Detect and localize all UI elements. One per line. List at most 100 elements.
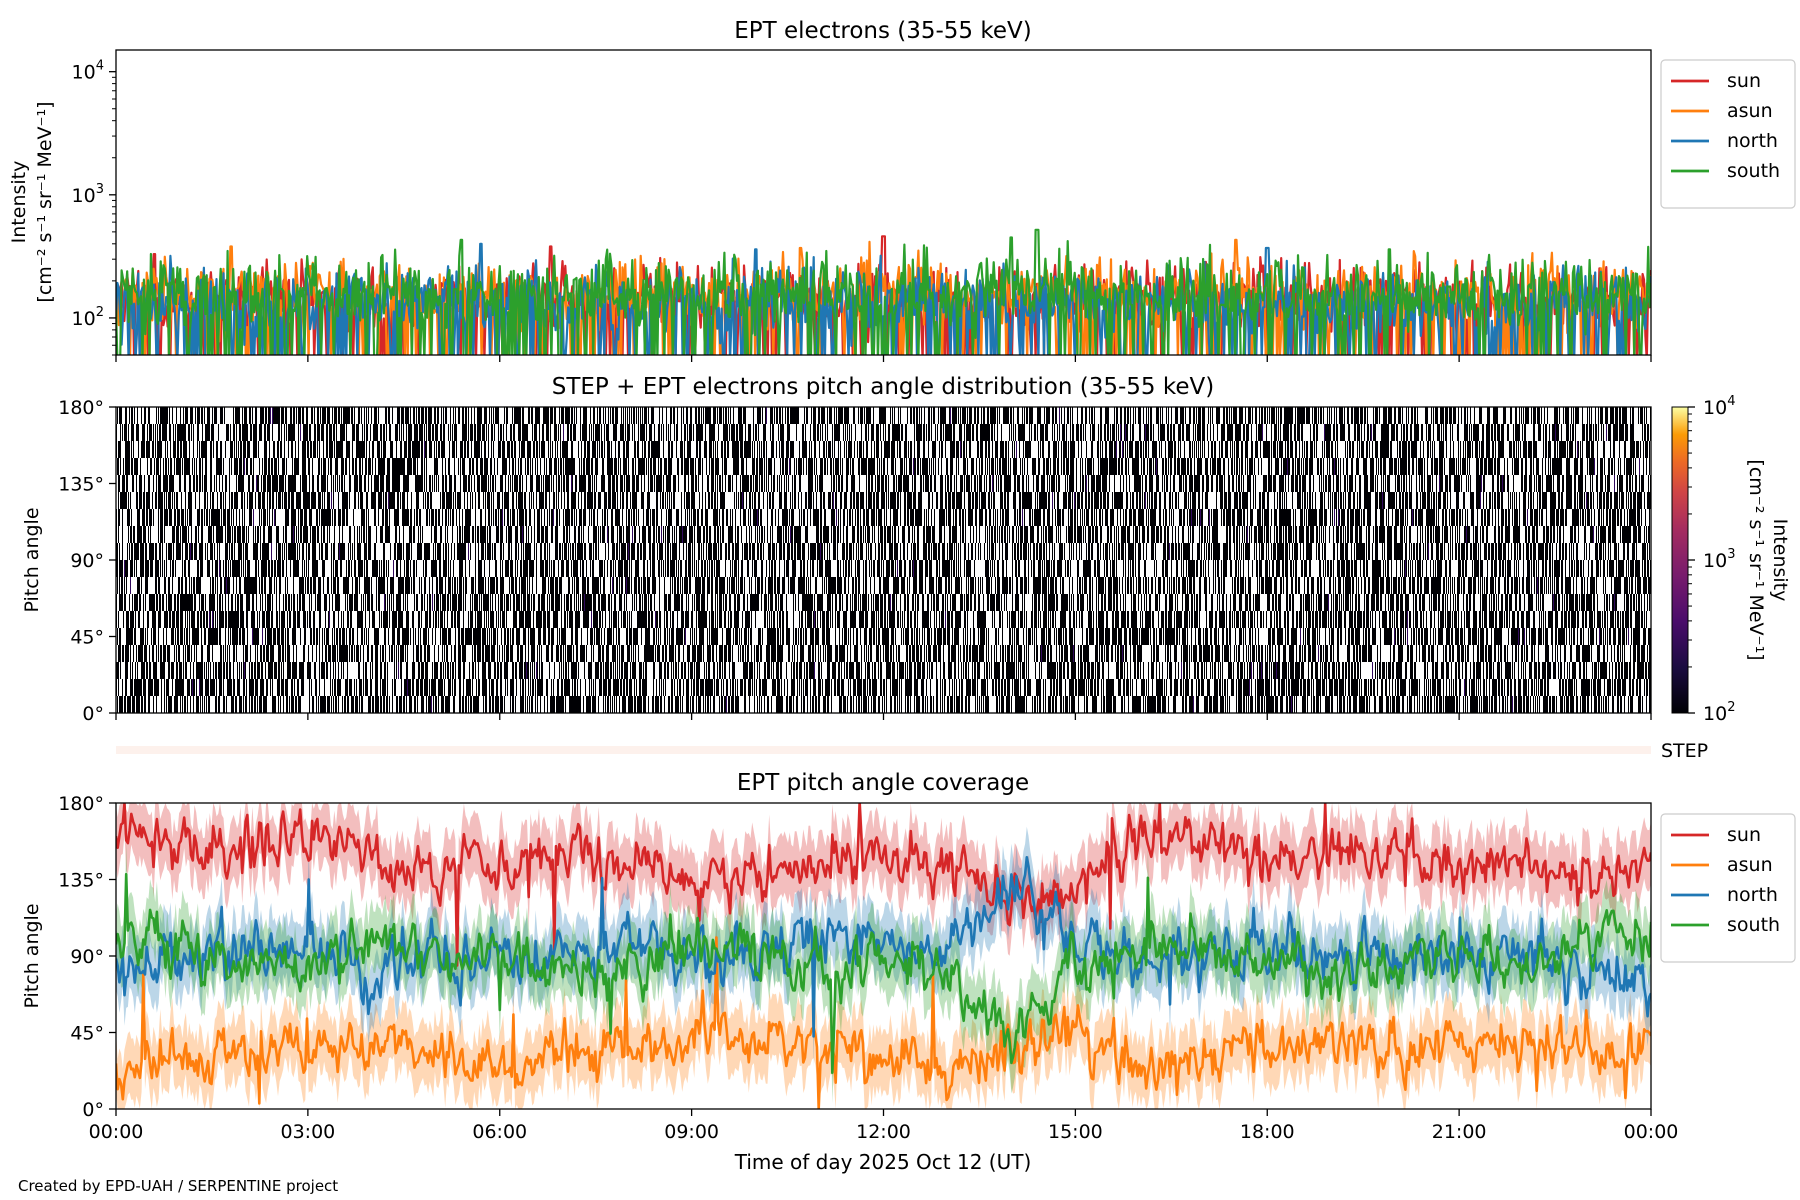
pad-heatmap-bright-cell — [1382, 492, 1383, 509]
coverage-legend-label-sun: sun — [1727, 824, 1761, 846]
pad-panel: STEP + EPT electrons pitch angle distrib… — [21, 374, 1791, 762]
pad-heatmap-bright-cell — [1145, 492, 1146, 509]
pad-heatmap-bright-cell — [226, 577, 227, 594]
pad-heatmap-bright-cell — [1291, 696, 1292, 713]
pad-heatmap-bright-cell — [913, 560, 914, 577]
coverage-ytick-label: 135° — [58, 870, 104, 892]
pad-heatmap-bright-cell — [424, 441, 425, 458]
pad-heatmap-bright-cell — [612, 577, 613, 594]
pad-heatmap-bright-cell — [1599, 628, 1600, 645]
pad-heatmap-bright-cell — [607, 526, 608, 543]
intensity-y-axis: 102 103 104 — [72, 59, 116, 356]
pad-heatmap-bright-cell — [1466, 526, 1467, 543]
pad-heatmap-bright-cell — [1016, 441, 1017, 458]
pad-heatmap-bright-cell — [1614, 594, 1615, 611]
intensity-legend-label-north: north — [1727, 130, 1778, 152]
pad-heatmap-bright-cell — [814, 662, 815, 679]
pad-heatmap-bright-cell — [388, 492, 389, 509]
coverage-panel-title: EPT pitch angle coverage — [737, 770, 1029, 796]
pad-heatmap-bright-cell — [1200, 509, 1201, 526]
coverage-xtick-label: 21:00 — [1432, 1121, 1487, 1143]
pad-heatmap-bright-cell — [655, 611, 656, 628]
pad-heatmap-bright-cell — [1480, 492, 1481, 509]
intensity-legend-label-south: south — [1727, 160, 1780, 182]
pad-ylabel: Pitch angle — [21, 507, 43, 612]
pad-heatmap-bright-cell — [1247, 526, 1248, 543]
pad-heatmap-bright-cell — [628, 543, 629, 560]
intensity-legend: sun asun north south — [1660, 59, 1796, 209]
pad-heatmap-bright-cell — [1262, 424, 1263, 441]
pad-heatmap-bright-cell — [502, 509, 503, 526]
pad-heatmap-bright-cell — [1628, 628, 1629, 645]
pad-heatmap-bright-cell — [1577, 441, 1578, 458]
pad-heatmap-bright-cell — [536, 662, 537, 679]
pad-heatmap-bright-cell — [1537, 577, 1538, 594]
pad-heatmap-bright-cell — [591, 611, 592, 628]
coverage-ylabel: Pitch angle — [21, 903, 43, 1008]
pad-heatmap-bright-cell — [563, 424, 564, 441]
pad-heatmap-bright-cell — [199, 679, 200, 696]
intensity-series-south — [116, 228, 1651, 355]
colorbar-ticks: 102 103 104 — [1688, 394, 1735, 725]
step-strip — [116, 746, 1651, 754]
pad-y-axis: 0° 45° 90° 135° 180° — [58, 397, 116, 725]
coverage-band-south — [116, 843, 1651, 1104]
pad-heatmap-bright-cell — [271, 543, 272, 560]
pad-heatmap-cells — [116, 407, 1651, 713]
pad-heatmap-bright-cell — [1407, 611, 1408, 628]
intensity-ylabel-units: [cm⁻² s⁻¹ sr⁻¹ MeV⁻¹] — [34, 101, 56, 302]
pad-heatmap-bright-cell — [329, 611, 330, 628]
intensity-series-group — [116, 228, 1651, 355]
pad-heatmap-bright-cell — [1527, 509, 1528, 526]
pad-heatmap-bright-cell — [584, 594, 585, 611]
intensity-ylabel: Intensity — [8, 161, 30, 244]
colorbar-tick-label: 104 — [1703, 394, 1735, 419]
pad-heatmap-bright-cell — [300, 424, 301, 441]
pad-heatmap-bright-cell — [890, 594, 891, 611]
pad-heatmap-bright-cell — [1405, 560, 1406, 577]
pad-heatmap-bright-cell — [1412, 509, 1413, 526]
pad-heatmap-bright-cell — [1481, 475, 1482, 492]
pad-heatmap-bright-cell — [432, 594, 433, 611]
pad-heatmap-bright-cell — [1371, 424, 1372, 441]
pad-heatmap-bright-cell — [742, 492, 743, 509]
pad-ytick-label: 90° — [70, 550, 104, 572]
intensity-panel: EPT electrons (35-55 keV) 102 103 104 Inte… — [8, 18, 1796, 362]
pad-heatmap-bright-cell — [913, 458, 914, 475]
coverage-xtick-label: 12:00 — [856, 1121, 911, 1143]
pad-heatmap-bright-cell — [1518, 628, 1519, 645]
pad-heatmap-bright-cell — [1052, 492, 1053, 509]
pad-heatmap-bright-cell — [1594, 458, 1595, 475]
intensity-ytick-label: 104 — [72, 59, 104, 84]
pad-heatmap-bright-cell — [1464, 679, 1465, 696]
pad-heatmap-bright-cell — [814, 611, 815, 628]
coverage-xtick-label: 03:00 — [280, 1121, 335, 1143]
intensity-legend-label-asun: asun — [1727, 100, 1773, 122]
coverage-line-sun — [116, 803, 1651, 967]
pad-heatmap-bright-cell — [252, 628, 253, 645]
coverage-xtick-label: 09:00 — [664, 1121, 719, 1143]
pad-heatmap-bright-cell — [1073, 645, 1074, 662]
pad-heatmap-bright-cell — [553, 509, 554, 526]
pad-heatmap-bright-cell — [130, 577, 131, 594]
pad-heatmap-bright-cell — [1439, 475, 1440, 492]
pad-heatmap-bright-cell — [1022, 509, 1023, 526]
coverage-xtick-label: 00:00 — [89, 1121, 144, 1143]
pad-heatmap-bright-cell — [244, 662, 245, 679]
pad-heatmap-bright-cell — [256, 475, 257, 492]
pad-ytick-label: 45° — [70, 627, 104, 649]
colorbar — [1671, 406, 1689, 714]
pad-heatmap-bright-cell — [685, 628, 686, 645]
pad-heatmap-bright-cell — [431, 696, 432, 713]
pad-heatmap-bright-cell — [992, 475, 993, 492]
pad-heatmap-bright-cell — [757, 509, 758, 526]
pad-heatmap-bright-cell — [1156, 458, 1157, 475]
pad-heatmap-bright-cell — [339, 543, 340, 560]
pad-heatmap-bright-cell — [1407, 628, 1408, 645]
pad-panel-title: STEP + EPT electrons pitch angle distrib… — [552, 374, 1214, 400]
pad-heatmap-bright-cell — [1122, 441, 1123, 458]
colorbar-label-units: [cm⁻² s⁻¹ sr⁻¹ MeV⁻¹] — [1745, 459, 1767, 660]
coverage-xtick-label: 00:00 — [1624, 1121, 1679, 1143]
pad-ytick-label: 180° — [58, 397, 104, 419]
